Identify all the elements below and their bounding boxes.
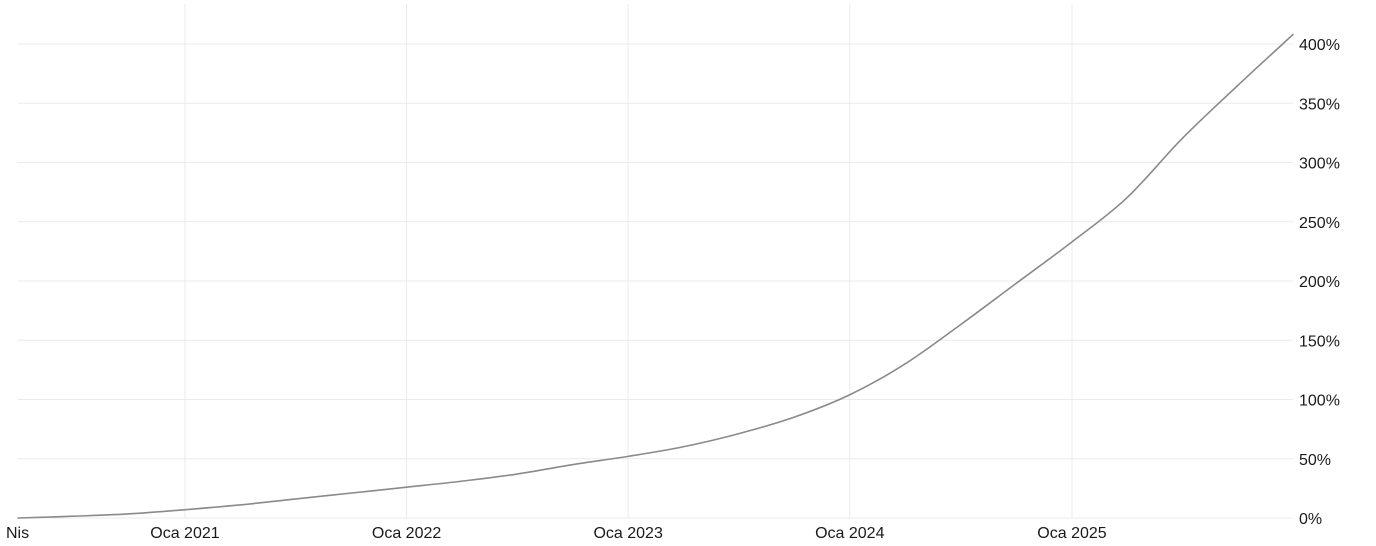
series-layer — [17, 33, 1294, 519]
y-tick-label: 300% — [1299, 156, 1340, 173]
x-tick-label: Oca 2021 — [150, 525, 219, 542]
y-tick-label: 200% — [1299, 274, 1340, 291]
x-axis-labels: Nis Oca 2021 Oca 2022 Oca 2023 Oca 2024 Oca 2… — [6, 525, 1107, 542]
series-line — [17, 33, 1294, 519]
y-tick-label: 350% — [1299, 96, 1340, 113]
grid-lines — [18, 4, 1293, 519]
x-tick-label: Oca 2022 — [372, 525, 441, 542]
y-tick-label: 50% — [1299, 452, 1331, 469]
y-tick-label: 100% — [1299, 393, 1340, 410]
x-tick-label: Oca 2024 — [815, 525, 884, 542]
x-tick-label: Nis — [6, 525, 29, 542]
y-tick-label: 250% — [1299, 215, 1340, 232]
x-tick-label: Oca 2023 — [593, 525, 662, 542]
y-tick-label: 0% — [1299, 511, 1322, 528]
y-axis-labels: 0% 50% 100% 150% 200% 250% 300% 350% 400% — [1299, 37, 1340, 528]
x-tick-label: Oca 2025 — [1037, 525, 1106, 542]
y-tick-label: 150% — [1299, 333, 1340, 350]
y-tick-label: 400% — [1299, 37, 1340, 54]
